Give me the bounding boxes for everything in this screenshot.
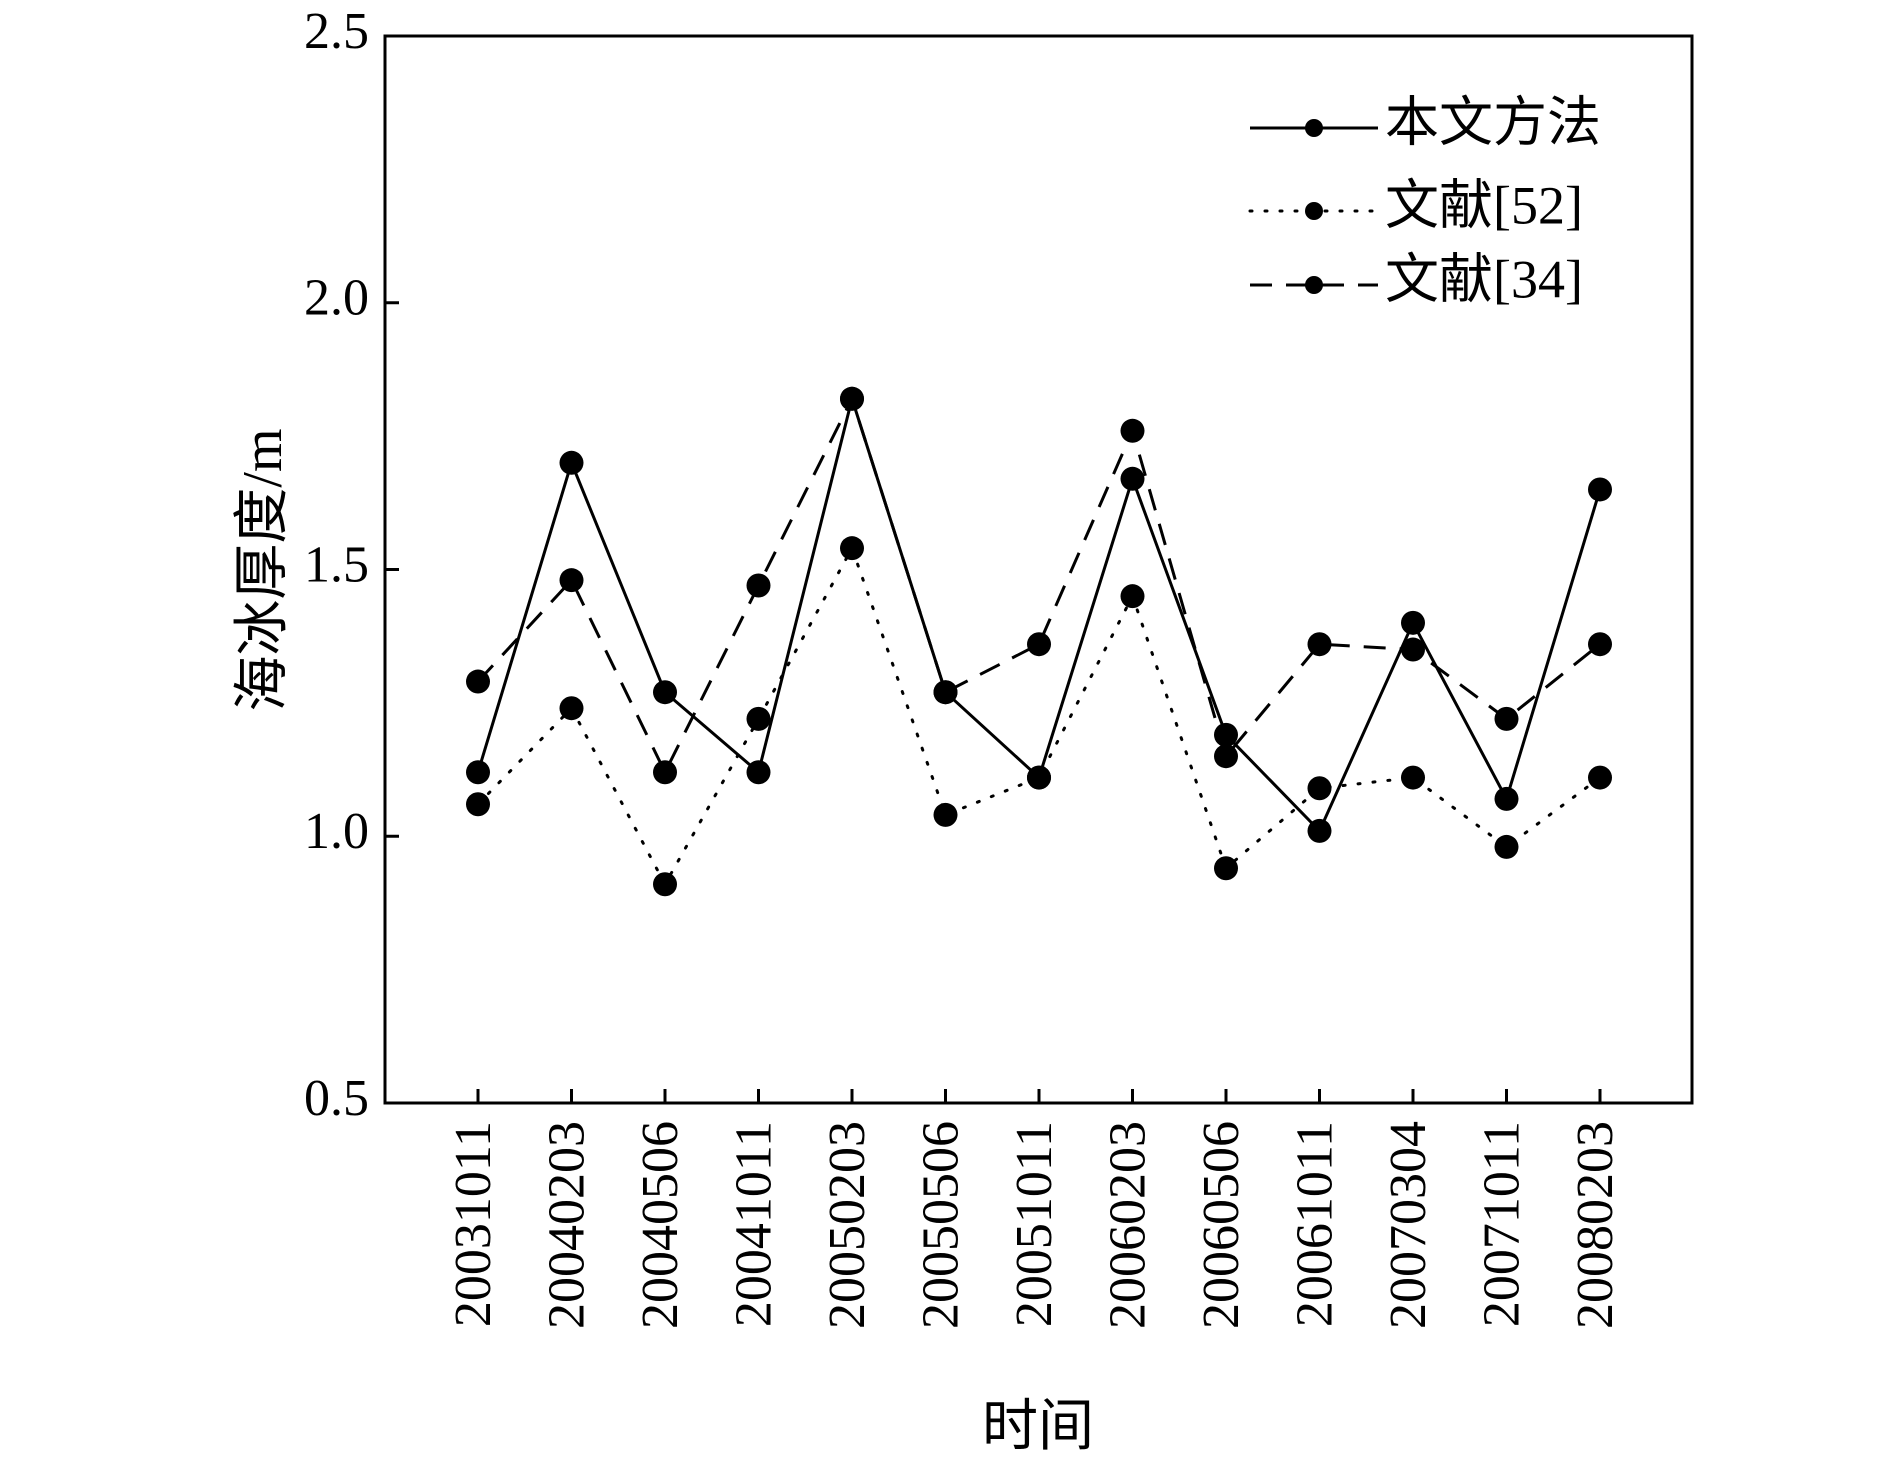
series-line-2	[476, 544, 1602, 888]
data-point	[1307, 632, 1332, 657]
data-point	[1120, 466, 1145, 491]
data-point	[1588, 765, 1612, 790]
data-point	[933, 802, 958, 827]
x-tick-label: 20040506	[632, 1121, 689, 1329]
data-point	[466, 669, 490, 694]
x-tick-label: 20050506	[912, 1121, 969, 1329]
data-point	[466, 792, 490, 817]
legend-label: 文献[34]	[1385, 249, 1583, 309]
data-point	[1494, 706, 1519, 731]
x-tick-label: 20041011	[725, 1121, 782, 1327]
x-tick-label: 20061011	[1286, 1121, 1343, 1327]
data-point	[933, 680, 958, 705]
data-point	[1494, 834, 1519, 859]
legend-marker	[1305, 202, 1323, 220]
legend-marker	[1305, 119, 1323, 137]
data-point	[1214, 856, 1238, 881]
data-point	[746, 706, 771, 731]
data-point	[1494, 786, 1519, 811]
y-axis-ticks: 0.5 1.0 1.5 2.0 2.5	[304, 3, 399, 1127]
x-tick-label: 20031011	[445, 1121, 502, 1327]
data-point	[559, 568, 584, 593]
y-tick-label: 2.0	[304, 270, 369, 327]
x-tick-label: 20060506	[1193, 1121, 1250, 1329]
data-point	[1307, 776, 1332, 801]
x-tick-label: 20040203	[538, 1121, 595, 1329]
data-point	[559, 696, 584, 721]
x-tick-label: 20071011	[1473, 1121, 1530, 1327]
data-point	[840, 386, 864, 411]
data-point	[1214, 744, 1238, 769]
x-tick-label: 20050203	[819, 1121, 876, 1329]
data-point	[653, 872, 677, 897]
y-tick-label: 2.5	[304, 3, 369, 60]
data-point	[746, 760, 771, 785]
data-point	[1027, 765, 1051, 790]
data-point	[746, 573, 771, 598]
data-point	[1214, 722, 1238, 747]
data-point	[466, 760, 490, 785]
y-axis-title: 海冰厚度/m	[232, 428, 294, 711]
data-point	[1307, 818, 1332, 843]
data-point	[559, 450, 584, 475]
y-tick-label: 1.0	[304, 803, 369, 860]
data-point	[1401, 637, 1425, 662]
data-point	[1401, 610, 1425, 635]
data-point	[840, 536, 864, 561]
x-tick-label: 20070304	[1380, 1121, 1437, 1329]
data-point	[1120, 584, 1145, 609]
data-point	[1588, 477, 1612, 502]
series-line-3	[476, 394, 1601, 776]
data-point	[1401, 765, 1425, 790]
x-tick-label: 20080203	[1567, 1121, 1624, 1329]
x-axis-ticks: 20031011 20040203 20040506 20041011 20050203…	[445, 1089, 1624, 1329]
x-tick-label: 20060203	[1099, 1121, 1156, 1329]
x-tick-label: 20051011	[1006, 1121, 1063, 1327]
data-point	[653, 680, 677, 705]
legend-marker	[1305, 276, 1323, 294]
data-point	[1120, 418, 1145, 443]
series-layer	[466, 386, 1612, 897]
data-point	[1588, 632, 1612, 657]
legend-label: 本文方法	[1385, 92, 1601, 152]
data-point	[653, 760, 677, 785]
x-axis-title: 时间	[982, 1396, 1094, 1458]
y-tick-label: 0.5	[304, 1070, 369, 1127]
legend-label: 文献[52]	[1385, 175, 1583, 235]
data-point	[1027, 632, 1051, 657]
y-tick-label: 1.5	[304, 536, 369, 593]
